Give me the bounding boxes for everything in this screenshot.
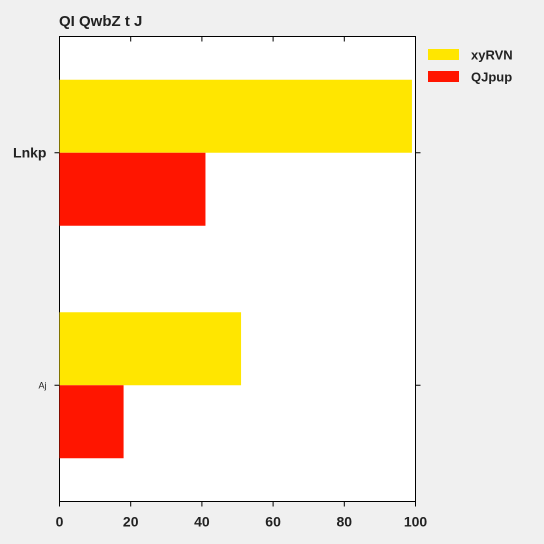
x-tick-label: 100	[404, 514, 428, 530]
bars-group	[59, 79, 412, 459]
y-tick-label-Aj: Aj	[38, 380, 46, 390]
bar-QJpup-Lnkp	[59, 152, 206, 226]
legend-label-QJpup: QJpup	[471, 70, 512, 85]
y-tick-label-Lnkp: Lnkp	[13, 145, 46, 161]
x-tick-label: 80	[337, 514, 353, 530]
legend-label-xyRVN: xyRVN	[471, 48, 513, 63]
x-axis: 0 20 40 60 80 100	[56, 36, 428, 530]
bar-xyRVN-Aj	[59, 312, 242, 386]
x-tick-label: 0	[56, 514, 64, 530]
bar-xyRVN-Lnkp	[59, 79, 412, 153]
bar-QJpup-Aj	[59, 385, 124, 459]
legend-swatch-xyRVN	[428, 49, 459, 60]
chart-title: QI QwbZ t J	[59, 13, 142, 30]
x-tick-label: 20	[123, 514, 139, 530]
x-tick-label: 40	[194, 514, 210, 530]
x-tick-label: 60	[265, 514, 281, 530]
legend: xyRVN QJpup	[428, 48, 513, 85]
legend-swatch-QJpup	[428, 71, 459, 82]
y-axis: Lnkp Aj	[13, 145, 421, 390]
